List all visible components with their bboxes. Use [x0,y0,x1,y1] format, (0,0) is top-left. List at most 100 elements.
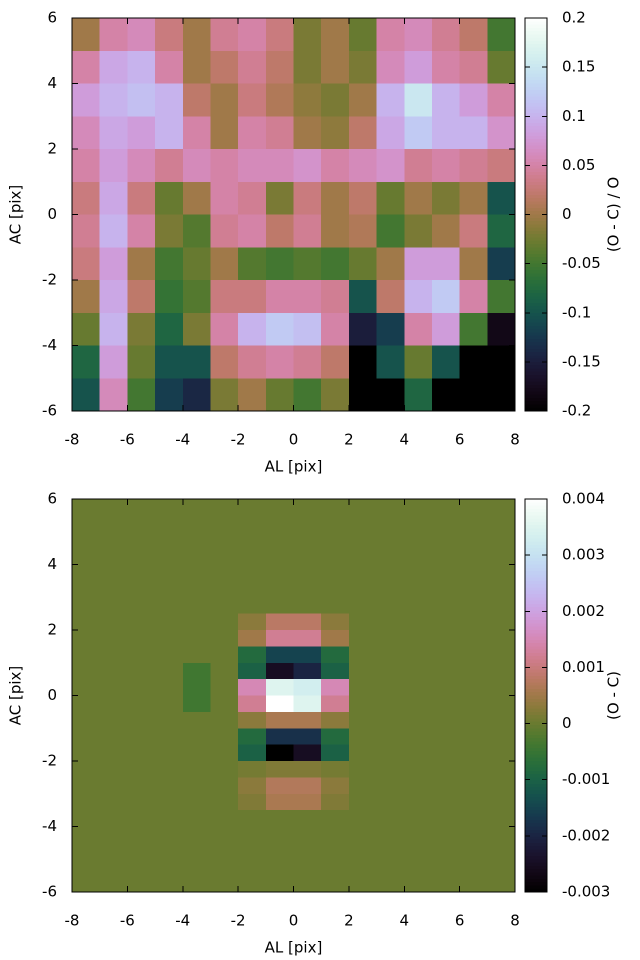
heatmap-cell [265,214,294,248]
heatmap-cell [99,875,128,893]
heatmap-cell [431,345,461,379]
heatmap-cell [321,875,350,893]
heatmap-cell [155,875,184,893]
heatmap-cell [321,613,350,631]
heatmap-cell [127,646,156,664]
heatmap-cell [265,875,294,893]
heatmap-cell [99,793,128,811]
colorbar-segment [525,99,547,104]
colorbar-tick-label: 0.1 [562,107,586,125]
heatmap-cell [238,679,267,696]
heatmap-cell [210,181,239,215]
heatmap-cell [321,18,350,52]
heatmap-cell [487,728,516,746]
heatmap-cell [293,116,322,150]
colorbar-tick-label: -0.05 [562,254,601,272]
heatmap-cell [459,499,488,516]
heatmap-cell [155,597,184,615]
colorbar-segment [525,345,547,350]
colorbar-segment [525,57,547,62]
heatmap-cell [238,777,267,795]
heatmap-cell [72,280,101,314]
heatmap-cell [487,875,516,893]
heatmap-cell [487,247,516,281]
colorbar-segment [525,240,547,245]
heatmap-cell [487,744,516,762]
heatmap-cell [376,564,405,582]
heatmap-cell [99,711,128,729]
colorbar-segment [525,813,547,818]
heatmap-cell [404,662,433,680]
colorbar-segment [525,607,547,611]
heatmap-cell [265,793,294,811]
colorbar-segment [525,685,547,690]
heatmap-cell [348,793,378,811]
heatmap-cell [459,312,488,346]
heatmap-cell [210,580,239,598]
heatmap-cell [459,345,488,379]
colorbar-segment [525,361,547,366]
colorbar-segment [525,325,547,330]
heatmap-cell [487,83,516,117]
heatmap-cell [293,662,322,680]
y-tick-label: 4 [47,74,57,92]
y-tick-label: 0 [47,686,57,704]
heatmap-cell [265,149,294,183]
heatmap-cell [404,761,433,778]
heatmap-cell [293,312,322,346]
heatmap-cell [293,761,322,778]
heatmap-cell [182,810,211,827]
heatmap-cell [431,515,461,533]
heatmap-cell [99,50,128,84]
heatmap-cell [127,597,156,615]
heatmap-cell [265,859,294,877]
heatmap-cell [265,580,294,598]
heatmap-cell [72,18,101,52]
heatmap-cell [182,515,211,533]
heatmap-cell [376,181,405,215]
heatmap-cell [348,859,378,877]
x-tick-label: -4 [175,431,190,449]
heatmap-cell [404,116,433,150]
heatmap-cell [182,597,211,615]
heatmap-cell [431,842,461,860]
colorbar-segment [525,214,547,219]
heatmap-cell [238,214,267,248]
heatmap-cell [404,695,433,713]
heatmap-cell [265,247,294,281]
heatmap-cell [155,312,184,346]
heatmap-cell [238,499,267,516]
colorbar-segment [525,761,547,765]
heatmap-cell [293,875,322,893]
heatmap-cell [155,531,184,549]
heatmap-cell [99,280,128,314]
colorbar-segment [525,544,547,549]
heatmap-cell [431,548,461,565]
heatmap-cell [321,744,350,762]
heatmap-cell [348,378,378,412]
heatmap-cell [182,531,211,549]
heatmap-cell [99,83,128,117]
heatmap-cell [431,83,461,117]
heatmap-cell [348,149,378,183]
heatmap-cell [238,842,267,860]
heatmap-cell [293,378,322,412]
heatmap-cell [376,711,405,729]
colorbar-segment [525,836,547,841]
y-tick-label: 2 [47,621,57,639]
heatmap-cell [155,761,184,778]
colorbar-tick-label: 0.001 [562,658,605,676]
colorbar-segment [525,846,547,851]
heatmap-cell [210,597,239,615]
heatmap-cell [404,580,433,598]
heatmap-cell [127,580,156,598]
heatmap-cell [99,744,128,762]
colorbar-segment [525,800,547,805]
heatmap-cell [265,280,294,314]
colorbar-segment [525,162,547,166]
colorbar-segment [525,355,547,360]
colorbar-segment [525,299,547,304]
heatmap-cell [348,646,378,664]
colorbar-segment [525,283,547,288]
colorbar-segment [525,191,547,196]
